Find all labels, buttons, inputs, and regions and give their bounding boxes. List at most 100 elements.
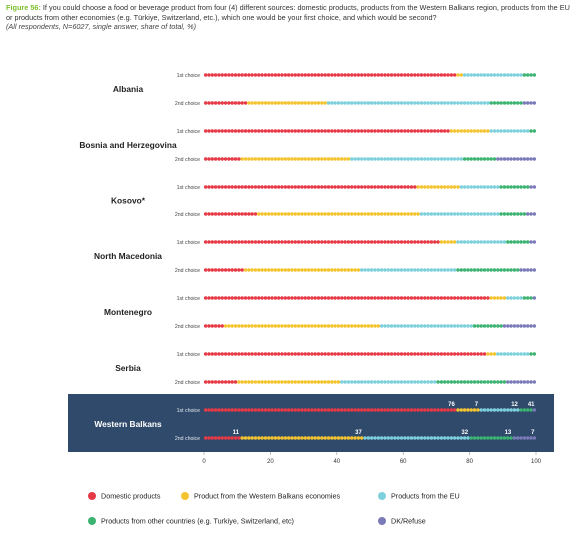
dot-wb	[250, 157, 254, 161]
dot-eu	[376, 101, 380, 105]
dot-domestic	[446, 352, 450, 356]
dot-domestic	[240, 352, 244, 356]
dot-wb	[320, 436, 324, 440]
dot-domestic	[247, 212, 251, 216]
segment-eu	[496, 352, 530, 356]
dot-domestic	[280, 296, 284, 300]
dot-eu	[389, 268, 394, 272]
legend-label: Products from the EU	[391, 492, 460, 501]
dot-domestic	[379, 408, 384, 412]
dot-domestic	[300, 185, 304, 189]
dot-domestic	[210, 240, 214, 244]
dot-eu	[386, 157, 390, 161]
dot-wb	[313, 212, 317, 216]
segment-domestic	[203, 324, 224, 328]
dot-domestic	[350, 296, 354, 300]
tick-label: 20	[267, 459, 274, 465]
dot-other	[532, 129, 537, 133]
dot-domestic	[326, 240, 331, 244]
dot-domestic	[383, 73, 387, 77]
dot-wb	[469, 129, 473, 133]
dot-domestic	[403, 185, 407, 189]
dot-domestic	[416, 352, 420, 356]
dot-domestic	[376, 240, 380, 244]
dot-eu	[399, 324, 404, 328]
dot-domestic	[426, 73, 430, 77]
dot-eu	[459, 240, 463, 244]
dot-wb	[386, 212, 390, 216]
dot-domestic	[306, 352, 311, 356]
dot-eu	[439, 212, 444, 216]
dot-wb	[253, 324, 258, 328]
dot-domestic	[210, 408, 214, 412]
dot-eu	[489, 185, 493, 189]
dot-domestic	[363, 296, 367, 300]
dot-wb	[290, 157, 294, 161]
data-label-eu: 24	[491, 206, 498, 212]
dot-domestic	[360, 296, 364, 300]
dot-wb	[296, 157, 301, 161]
dot-wb	[323, 212, 327, 216]
dot-eu	[462, 212, 467, 216]
dot-eu	[462, 101, 467, 105]
dot-domestic	[223, 408, 228, 412]
dot-eu	[479, 212, 483, 216]
dot-domestic	[210, 185, 214, 189]
choice-label: 2nd choice	[175, 157, 200, 163]
dot-other	[516, 212, 520, 216]
dot-domestic	[403, 296, 407, 300]
group-label: Montenegro	[104, 307, 152, 317]
dot-domestic	[260, 408, 264, 412]
dot-eu	[406, 268, 410, 272]
data-label-domestic: 13	[239, 95, 246, 101]
dot-domestic	[446, 73, 450, 77]
dot-wb	[350, 436, 354, 440]
data-label-wb: 12	[481, 123, 488, 129]
data-label-other: 8	[521, 206, 525, 212]
dot-wb	[446, 185, 450, 189]
dot-wb	[323, 324, 327, 328]
dot-dk	[512, 157, 517, 161]
dot-domestic	[486, 296, 490, 300]
dot-eu	[406, 324, 410, 328]
dot-eu	[333, 101, 337, 105]
dot-domestic	[409, 185, 414, 189]
dot-domestic	[399, 240, 404, 244]
dot-other	[486, 324, 490, 328]
dot-eu	[416, 436, 420, 440]
dot-domestic	[436, 240, 440, 244]
dot-domestic	[273, 240, 278, 244]
dot-wb	[330, 268, 334, 272]
dot-eu	[360, 101, 364, 105]
dot-domestic	[207, 352, 211, 356]
dot-eu	[446, 268, 450, 272]
dot-domestic	[416, 296, 420, 300]
segment-eu	[326, 101, 490, 105]
dot-domestic	[306, 408, 311, 412]
dot-domestic	[253, 352, 258, 356]
data-label-domestic: 86	[481, 290, 488, 296]
dot-other	[516, 101, 520, 105]
dot-wb	[303, 436, 307, 440]
dot-domestic	[330, 240, 334, 244]
dot-wb	[270, 324, 274, 328]
dot-domestic	[389, 296, 394, 300]
dot-eu	[499, 240, 503, 244]
dot-wb	[293, 324, 297, 328]
dot-wb	[353, 324, 357, 328]
dot-other	[446, 380, 450, 384]
dot-wb	[273, 101, 278, 105]
dot-domestic	[306, 296, 311, 300]
dot-other	[509, 240, 513, 244]
dot-domestic	[469, 296, 473, 300]
data-label-other: 7	[525, 234, 529, 240]
dot-wb	[300, 380, 304, 384]
dot-other	[492, 268, 497, 272]
dot-other	[502, 268, 507, 272]
dot-domestic	[399, 352, 404, 356]
dot-domestic	[280, 408, 284, 412]
dot-domestic	[386, 296, 390, 300]
dot-domestic	[253, 296, 258, 300]
dot-domestic	[356, 296, 361, 300]
dot-domestic	[316, 185, 321, 189]
